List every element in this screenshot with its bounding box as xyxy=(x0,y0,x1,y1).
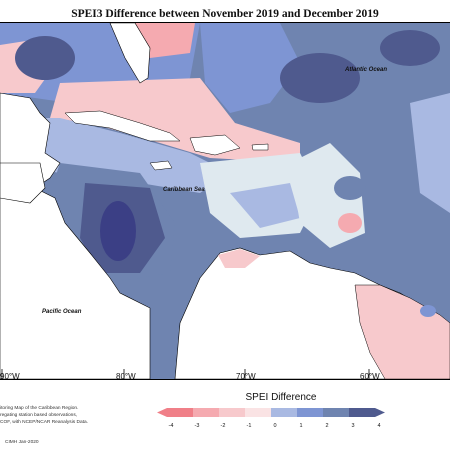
legend-arrow-high xyxy=(375,408,385,417)
graticule xyxy=(1,369,370,379)
legend-tick-label: 1 xyxy=(299,423,302,429)
legend-tick-label: 2 xyxy=(325,423,328,429)
strong-positive-gulf xyxy=(15,36,75,80)
negative-band-antilles xyxy=(50,78,300,163)
legend-title: SPEI Difference xyxy=(245,392,317,403)
land-yucatan xyxy=(0,162,46,204)
legend-tick-label: 3 xyxy=(351,423,354,429)
land-cuba xyxy=(64,110,181,142)
legend-swatch xyxy=(323,408,349,417)
strong-positive-atlantic-ne xyxy=(380,30,440,66)
positive-atlantic-west xyxy=(200,23,300,113)
legend-swatch xyxy=(193,408,219,417)
legend-swatch xyxy=(219,408,245,417)
positive-band-central xyxy=(0,118,230,193)
longitude-60w: 60°W xyxy=(360,372,380,381)
credit-line-3: COF, with NCEP/NCAR Reanalysis Data. xyxy=(0,420,88,425)
negative-venezuela-coast xyxy=(218,249,260,268)
map-panel: Atlantic Ocean Caribbean Sea Pacific Oce… xyxy=(0,22,450,380)
positive-patch-antilles xyxy=(334,176,366,200)
legend-tick-label: 4 xyxy=(377,423,380,429)
legend-swatch xyxy=(245,408,271,417)
legend-tick-label: 0 xyxy=(273,423,276,429)
weak-positive-east-atlantic xyxy=(410,93,450,213)
label-caribbean-sea: Caribbean Sea xyxy=(163,187,205,193)
legend-swatch xyxy=(297,408,323,417)
legend-tick-label: -1 xyxy=(247,423,252,429)
label-atlantic-ocean: Atlantic Ocean xyxy=(344,67,387,73)
legend-tick-label: -3 xyxy=(195,423,200,429)
legend-tick-label: -4 xyxy=(169,423,174,429)
weak-positive-east xyxy=(230,183,300,228)
legend-swatch xyxy=(271,408,297,417)
map-title: SPEI3 Difference between November 2019 a… xyxy=(71,8,379,20)
land-puerto-rico xyxy=(251,143,269,151)
land-jamaica xyxy=(149,160,173,171)
negative-patch-antilles xyxy=(338,213,362,233)
longitude-70w: 70°W xyxy=(236,372,256,381)
positive-patch-guianas xyxy=(420,305,436,317)
land-florida xyxy=(109,23,151,84)
legend-swatch xyxy=(167,408,193,417)
max-positive-core xyxy=(100,201,136,261)
legend-swatch xyxy=(349,408,375,417)
credit-line-1: itoring Map of the Caribbean Region. xyxy=(0,406,79,411)
longitude-90w: 90°W xyxy=(0,372,20,381)
legend-colorbar: -4 -3 -2 -1 0 1 2 3 4 xyxy=(157,408,385,429)
credit-date: CIMH Jan-2020 xyxy=(5,440,39,445)
legend-tick-label: -2 xyxy=(221,423,226,429)
legend-arrow-low xyxy=(157,408,167,417)
land-hispaniola xyxy=(189,134,241,156)
label-pacific-ocean: Pacific Ocean xyxy=(42,309,82,315)
map-canvas: Atlantic Ocean Caribbean Sea Pacific Oce… xyxy=(0,23,450,379)
credit-line-2: regating station based observations, xyxy=(0,413,78,418)
longitude-80w: 80°W xyxy=(116,372,136,381)
strong-positive-atlantic xyxy=(280,53,360,103)
